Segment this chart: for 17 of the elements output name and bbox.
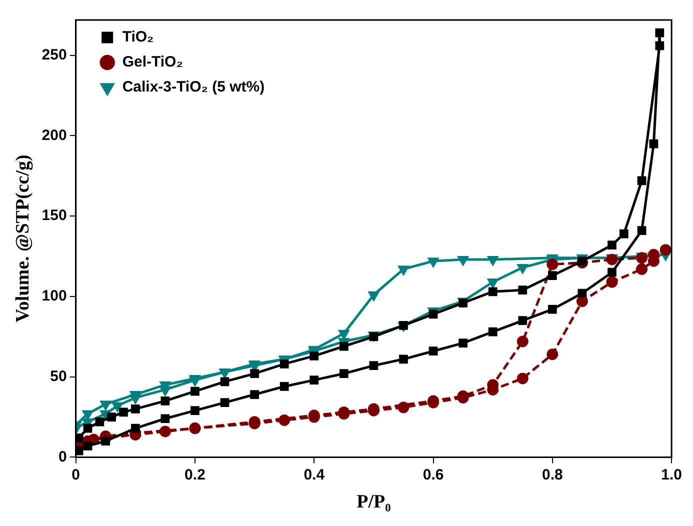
x-tick-label: 0.4	[304, 466, 326, 484]
legend-label: Calix-3-TiO₂ (5 wt%)	[122, 78, 265, 96]
y-tick-label: 250	[42, 46, 67, 64]
y-tick-label: 150	[42, 207, 67, 224]
legend-label: TiO₂	[122, 28, 154, 46]
legend-label: Gel-TiO₂	[122, 54, 183, 71]
y-tick-label: 200	[42, 126, 67, 144]
y-tick-label: 0	[58, 448, 67, 466]
x-axis-title: P/P₀	[356, 492, 392, 513]
y-tick-label: 100	[42, 288, 67, 305]
y-axis-title: Volume. @STP(cc/g)	[12, 154, 34, 323]
x-tick-label: 1.0	[661, 466, 682, 484]
x-tick-label: 0.8	[542, 466, 563, 484]
x-tick-label: 0.2	[184, 466, 206, 484]
y-tick-label: 50	[50, 368, 67, 385]
x-tick-label: 0	[72, 466, 80, 484]
x-tick-label: 0.6	[422, 466, 444, 484]
